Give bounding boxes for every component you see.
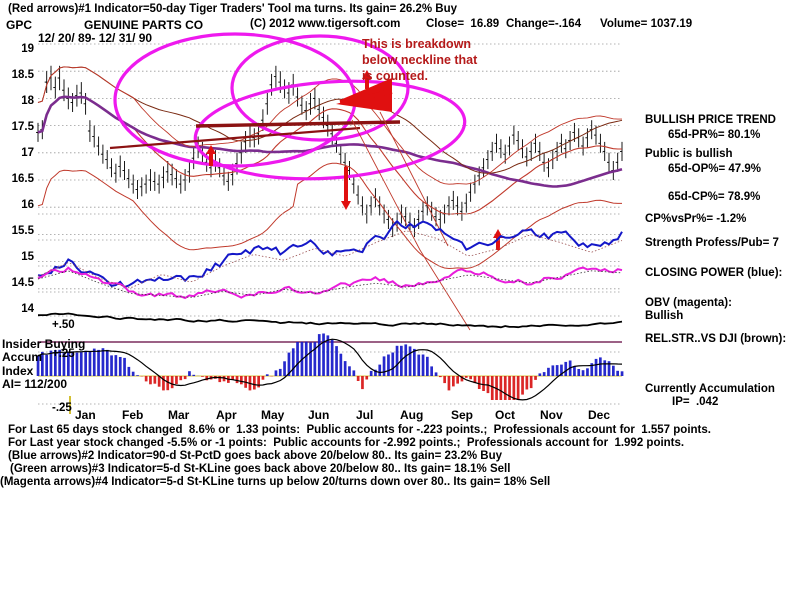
x-tick-feb: Feb (122, 408, 144, 422)
insider-line-2: Accum (2, 350, 43, 365)
ellipse-pattern (193, 79, 467, 181)
breakdown-projection-2 (379, 111, 449, 247)
copyright-notice: (C) 2012 www.tigersoft.com (250, 18, 401, 30)
note-indicator-2: (Blue arrows)#2 Indicator=90-d St-PctD g… (8, 450, 503, 462)
ticker-symbol: GPC (6, 18, 33, 32)
price-change: Change=-.164 (506, 18, 582, 30)
breakdown-annotation: This is breakdown below neckline that is c… (362, 36, 477, 84)
breakdown-projection (351, 119, 471, 331)
accumulation-bars (36, 333, 624, 400)
x-tick-mar: Mar (168, 408, 190, 422)
y-tick-15-5: 15.5 (11, 225, 34, 237)
cp-vs-pr: CP%vsPr%= -1.2% (645, 213, 747, 225)
y-tick-17-5: 17.5 (11, 121, 34, 133)
buy-arrow-october (493, 229, 503, 250)
x-tick-oct: Oct (495, 408, 516, 422)
op-percent: 65d-OP%= 47.9% (668, 163, 762, 175)
x-tick-jul: Jul (356, 408, 374, 422)
ellipse-left-shoulder (113, 32, 357, 168)
trendline-lower (109, 126, 361, 150)
y-tick-18: 18 (21, 95, 34, 107)
note-65-days: For Last 65 days stock changed 8.6% or 1… (8, 424, 711, 436)
volume-value: Volume= 1037.19 (600, 18, 693, 30)
ip-value: IP= .042 (672, 396, 719, 408)
closing-power-label: CLOSING POWER (blue): (645, 267, 783, 279)
annotation-line-3: is counted. (362, 69, 428, 83)
x-tick-dec: Dec (588, 408, 611, 422)
insider-line-3: Index (2, 363, 34, 378)
date-range: 12/ 20/ 89- 12/ 31/ 90 (38, 31, 153, 45)
note-indicator-3: (Green arrows)#3 Indicator=5-d St-KLine … (10, 463, 511, 475)
ma-34-brown (37, 66, 623, 174)
note-last-year: For Last year stock changed -5.5% or -1 … (8, 437, 685, 449)
accumulation-state: Currently Accumulation (645, 383, 775, 395)
y-tick-19: 19 (21, 43, 34, 55)
x-tick-apr: Apr (216, 408, 237, 422)
rel-strength-label: REL.STR..VS DJI (brown): (645, 333, 787, 345)
insider-line-4: AI= 112/200 (2, 377, 68, 392)
upper-band-red (37, 66, 622, 185)
accumulation-ma-line (37, 338, 623, 401)
note-indicator-4: (Magenta arrows)#4 Indicator=5-d St-KLin… (0, 476, 551, 488)
y-tick-15: 15 (21, 251, 34, 263)
y-tick-16-5: 16.5 (11, 173, 34, 185)
x-tick-jan: Jan (75, 408, 96, 422)
y-tick-17: 17 (21, 147, 34, 159)
buy-arrow-april (206, 145, 216, 166)
x-tick-jun: Jun (308, 408, 330, 422)
lower-band-red (37, 162, 622, 270)
level-plus-25: +.25 (52, 348, 75, 360)
y-tick-16: 16 (21, 199, 34, 211)
x-tick-sep: Sep (451, 408, 474, 422)
close-price: Close= 16.89 (426, 18, 500, 30)
breakdown-arrow (336, 78, 393, 112)
cp-percent: 65d-CP%= 78.9% (668, 191, 761, 203)
public-sentiment: Public is bullish (645, 148, 733, 160)
company-name: GENUINE PARTS CO (84, 18, 204, 32)
strength-prof-pub: Strength Profess/Pub= 7 (645, 237, 779, 249)
trend-title: BULLISH PRICE TREND (645, 114, 776, 126)
y-tick-18-5: 18.5 (11, 69, 34, 81)
indicator-1-headline: (Red arrows)#1 Indicator=50-day Tiger Tr… (8, 3, 458, 15)
neckline (195, 120, 401, 128)
y-tick-14-5: 14.5 (11, 277, 34, 289)
annotation-line-1: This is breakdown (362, 37, 472, 51)
insider-buying-label: Insider Buying Accum Index AI= 112/200 (2, 337, 86, 392)
obv-state: Bullish (645, 310, 684, 322)
annotation-line-2: below neckline that (362, 53, 478, 67)
x-tick-may: May (261, 408, 285, 422)
obv-label: OBV (magenta): (645, 297, 732, 309)
x-tick-aug: Aug (400, 408, 424, 422)
cp-guide (37, 230, 623, 289)
level-plus-50: +.50 (52, 319, 75, 331)
ma-21-red (37, 96, 622, 215)
obv-guide (37, 270, 623, 298)
insider-line-1: Insider Buying (2, 337, 86, 351)
price-bars (36, 65, 623, 238)
pr-percent: 65d-PR%= 80.1% (668, 129, 761, 141)
y-tick-14: 14 (21, 303, 34, 315)
sell-arrow-july (341, 167, 351, 210)
level-minus-25: -.25 (52, 402, 72, 414)
rel-strength-line (37, 312, 623, 329)
closing-power-line (37, 219, 623, 289)
ma-50-purple (37, 95, 623, 188)
x-tick-nov: Nov (540, 408, 563, 422)
obv-line (37, 266, 623, 300)
